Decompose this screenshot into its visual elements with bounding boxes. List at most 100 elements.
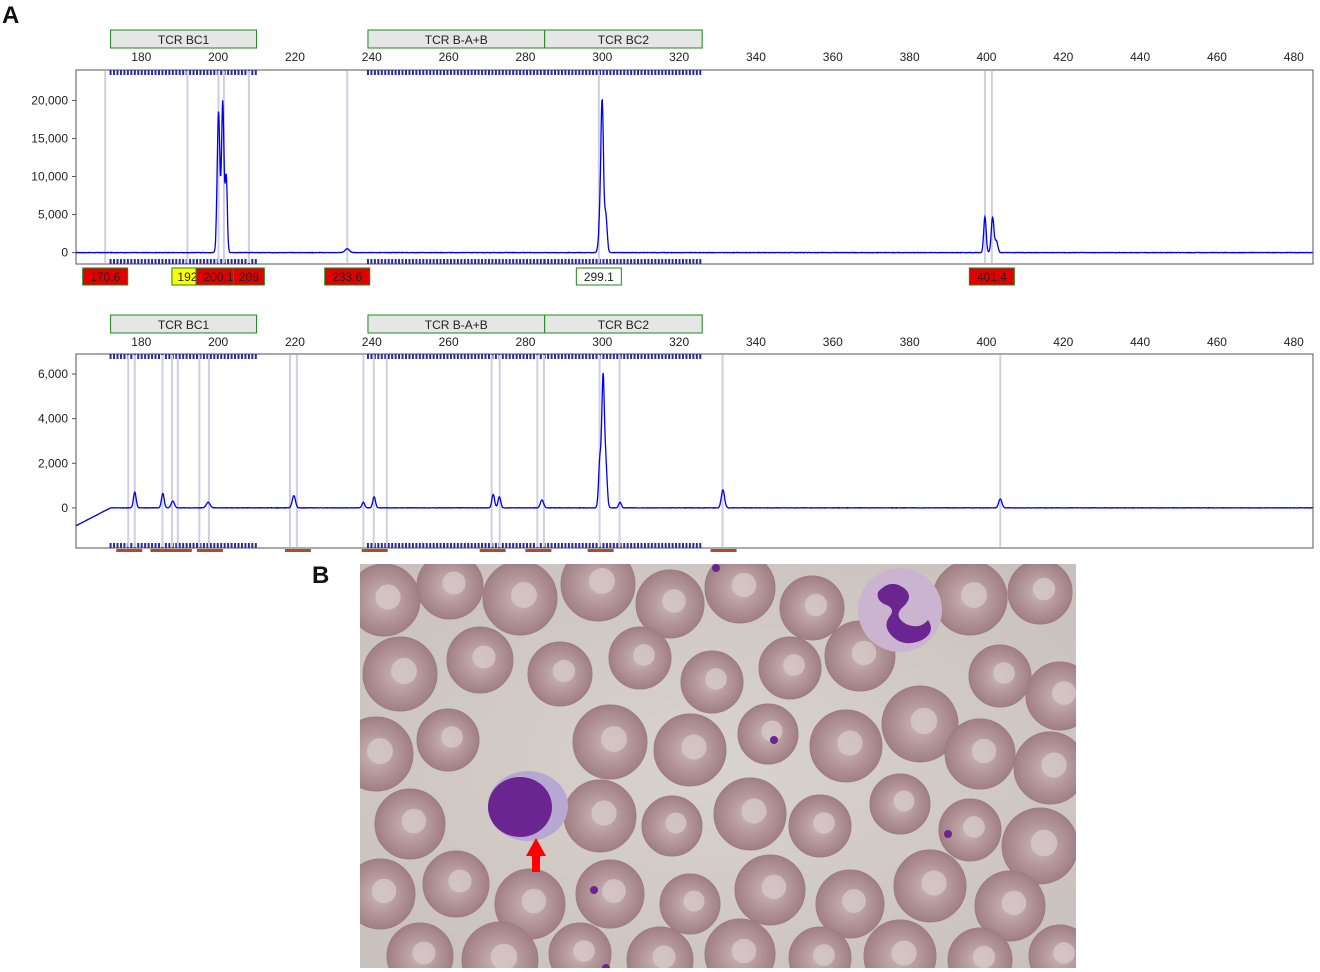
bin-tick-bottom	[512, 259, 515, 264]
bin-tick-top	[640, 354, 643, 359]
bin-tick-bottom	[668, 259, 671, 264]
bin-tick-top	[119, 70, 122, 75]
bin-tick-top	[484, 354, 487, 359]
bin-tick-top	[588, 354, 591, 359]
bin-tick-top	[213, 354, 216, 359]
bin-tick-top	[554, 354, 557, 359]
x-tick-label: 340	[746, 50, 766, 64]
bin-tick-top	[394, 354, 397, 359]
bin-tick-top	[501, 70, 504, 75]
bin-tick-top	[123, 354, 126, 359]
bin-tick-bottom	[398, 259, 401, 264]
bin-tick-bottom	[557, 259, 560, 264]
bin-tick-top	[574, 354, 577, 359]
bin-tick-top	[189, 70, 192, 75]
bin-tick-top	[157, 70, 160, 75]
bin-tick-top	[182, 354, 185, 359]
bin-tick-top	[109, 70, 112, 75]
bin-tick-top	[557, 70, 560, 75]
bin-tick-top	[408, 70, 411, 75]
bin-tick-top	[418, 354, 421, 359]
bin-tick-bottom	[519, 259, 522, 264]
bin-tick-bottom	[605, 543, 608, 548]
bin-tick-bottom	[366, 543, 369, 548]
bin-tick-top	[154, 354, 157, 359]
bin-tick-bottom	[668, 543, 671, 548]
bin-tick-top	[247, 354, 250, 359]
bin-tick-top	[508, 354, 511, 359]
bin-tick-top	[581, 354, 584, 359]
bin-tick-bottom	[446, 543, 449, 548]
bin-tick-top	[429, 354, 432, 359]
bin-tick-top	[154, 70, 157, 75]
bin-tick-top	[192, 354, 195, 359]
bin-tick-bottom	[189, 543, 192, 548]
bin-tick-bottom	[630, 543, 633, 548]
bin-tick-bottom	[175, 259, 178, 264]
bin-tick-bottom	[384, 259, 387, 264]
bin-tick-bottom	[675, 259, 678, 264]
bin-tick-bottom	[456, 543, 459, 548]
bin-tick-bottom	[119, 259, 122, 264]
red-blood-cell-pallor	[971, 738, 997, 764]
red-blood-cell-pallor	[705, 668, 727, 690]
bin-tick-top	[637, 354, 640, 359]
bin-tick-top	[137, 70, 140, 75]
red-blood-cell-pallor	[391, 658, 417, 684]
bin-tick-top	[449, 70, 452, 75]
bin-tick-bottom	[678, 259, 681, 264]
bin-tick-bottom	[240, 259, 243, 264]
bin-tick-top	[227, 70, 230, 75]
peak-label-box	[324, 267, 371, 286]
bin-bar	[150, 549, 177, 552]
bin-tick-top	[151, 354, 154, 359]
red-blood-cell-pallor	[591, 800, 617, 826]
x-tick-label: 280	[515, 50, 535, 64]
bin-tick-bottom	[474, 259, 477, 264]
bin-tick-bottom	[554, 259, 557, 264]
red-blood-cell-pallor	[633, 644, 655, 666]
bin-tick-bottom	[592, 259, 595, 264]
bin-tick-bottom	[467, 543, 470, 548]
bin-tick-bottom	[116, 259, 119, 264]
peak-label-6: 401.4	[968, 267, 1015, 286]
bin-bar	[116, 549, 143, 552]
bin-tick-top	[422, 70, 425, 75]
bin-tick-top	[595, 70, 598, 75]
x-tick-label: 240	[362, 335, 382, 349]
bin-tick-top	[422, 354, 425, 359]
bin-tick-top	[432, 354, 435, 359]
bin-tick-bottom	[234, 543, 237, 548]
bin-tick-top	[123, 70, 126, 75]
bin-tick-top	[164, 354, 167, 359]
bin-tick-bottom	[436, 259, 439, 264]
fragment-analysis-chart-top: TCR BC1 TCR B-A+B TCR BC2 180 200 220 240 260 28…	[31, 29, 1314, 286]
x-tick-label: 360	[823, 50, 843, 64]
bin-tick-bottom	[491, 259, 494, 264]
red-blood-cell-pallor	[652, 945, 676, 968]
bin-tick-bottom	[251, 543, 254, 548]
bin-tick-bottom	[366, 259, 369, 264]
x-tick-label: 300	[592, 50, 612, 64]
bin-tick-top	[463, 354, 466, 359]
fragment-analysis-chart-bottom: TCR BC1 TCR B-A+B TCR BC2 180 200 220 240 260 28…	[38, 314, 1314, 552]
bin-tick-top	[681, 70, 684, 75]
bin-tick-top	[547, 70, 550, 75]
bin-tick-top	[415, 354, 418, 359]
red-blood-cell-pallor	[521, 888, 547, 914]
bin-tick-top	[668, 354, 671, 359]
bin-tick-top	[571, 354, 574, 359]
bin-tick-bottom	[439, 543, 442, 548]
bin-tick-bottom	[209, 259, 212, 264]
bin-tick-bottom	[508, 543, 511, 548]
bin-tick-bottom	[432, 259, 435, 264]
x-tick-label: 300	[592, 335, 612, 349]
bin-tick-top	[196, 354, 199, 359]
x-tick-label: 440	[1130, 335, 1150, 349]
red-blood-cell	[1025, 661, 1076, 731]
bin-tick-bottom	[647, 543, 650, 548]
bin-tick-bottom	[425, 543, 428, 548]
bin-tick-bottom	[526, 259, 529, 264]
bin-tick-bottom	[554, 543, 557, 548]
bin-tick-bottom	[619, 259, 622, 264]
